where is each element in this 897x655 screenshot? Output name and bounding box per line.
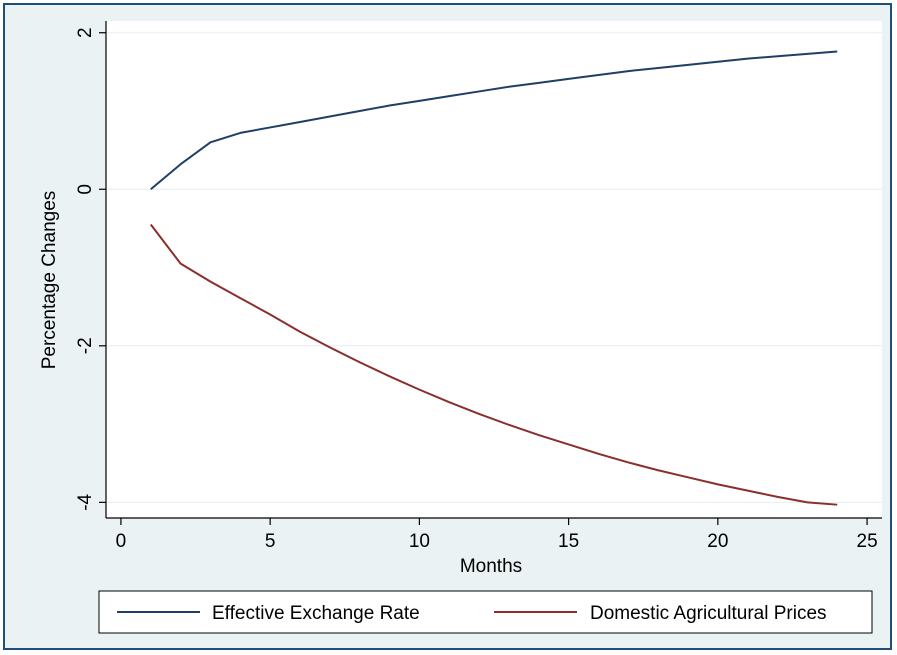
legend-label-effective-exchange-rate: Effective Exchange Rate bbox=[212, 603, 420, 624]
x-tick-label-2: 10 bbox=[409, 531, 430, 552]
x-axis-title: Months bbox=[460, 556, 522, 577]
x-tick-label-4: 20 bbox=[707, 531, 728, 552]
y-tick-label-0: -4 bbox=[75, 493, 96, 510]
legend-box bbox=[98, 590, 873, 634]
y-axis: -4 -2 0 2 bbox=[75, 21, 107, 518]
y-tick-label-2: 0 bbox=[75, 184, 96, 195]
series-line-effective-exchange-rate bbox=[150, 50, 838, 191]
y-tick-label-3: 2 bbox=[75, 27, 96, 38]
x-axis: 0 5 10 15 20 25 bbox=[106, 517, 882, 552]
chart-figure: 0 5 10 15 20 25 -4 -2 0 2 Months Percentage Chan… bbox=[3, 3, 892, 650]
legend: Effective Exchange Rate Domestic Agricul… bbox=[98, 590, 873, 634]
x-tick-label-1: 5 bbox=[265, 531, 276, 552]
x-tick-label-5: 25 bbox=[857, 531, 878, 552]
y-tick-label-1: -2 bbox=[75, 337, 96, 354]
legend-label-domestic-agricultural-prices: Domestic Agricultural Prices bbox=[590, 603, 827, 624]
plot-area bbox=[106, 21, 882, 518]
y-axis-title: Percentage Changes bbox=[39, 191, 60, 370]
grid-lines bbox=[106, 32, 882, 503]
x-tick-label-0: 0 bbox=[116, 531, 127, 552]
x-tick-label-3: 15 bbox=[558, 531, 579, 552]
series-line-domestic-agricultural-prices bbox=[149, 223, 838, 506]
chart-svg: 0 5 10 15 20 25 -4 -2 0 2 Months Percentage Chan… bbox=[39, 21, 882, 634]
series-lines bbox=[149, 50, 838, 506]
